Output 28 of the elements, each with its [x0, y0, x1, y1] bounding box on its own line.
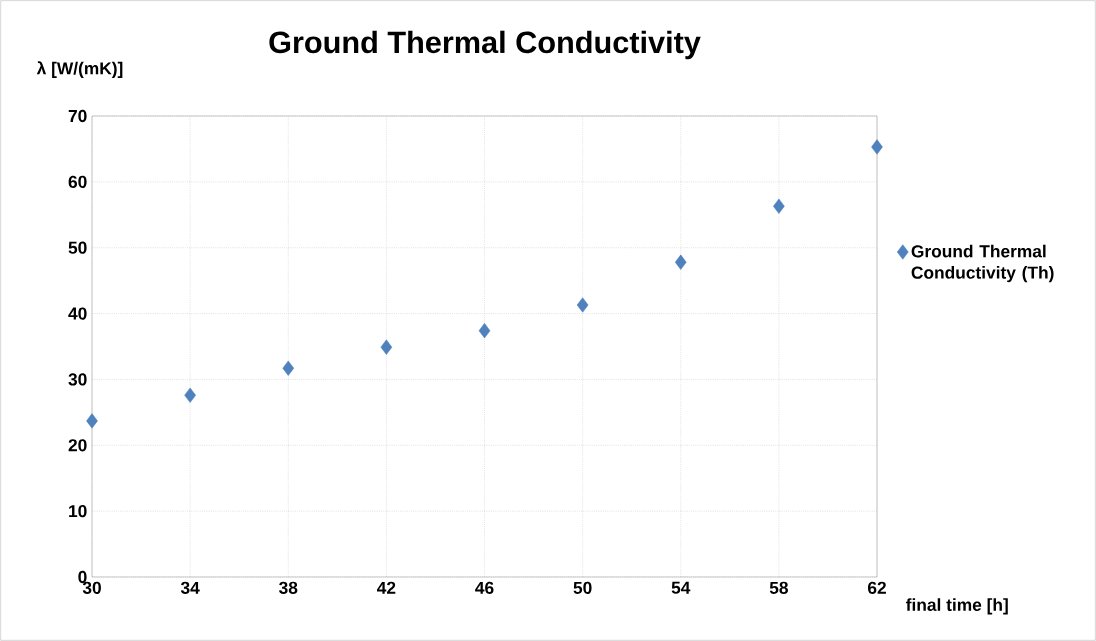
x-tick-label: 50 [573, 581, 592, 594]
y-tick-label: 70 [68, 109, 87, 123]
y-axis-title: λ [W/(mK)] [36, 61, 123, 78]
point [184, 387, 196, 403]
point [478, 323, 491, 339]
point [576, 297, 589, 313]
y-tick-label: 50 [68, 241, 87, 254]
point [871, 139, 883, 155]
y-tick-label: 20 [68, 439, 87, 452]
y-tick-label: 60 [68, 175, 87, 188]
x-tick-label: 62 [867, 581, 886, 594]
y-tick-label: 40 [68, 307, 87, 320]
point [674, 254, 687, 270]
point [282, 360, 295, 376]
point [380, 339, 393, 355]
point [86, 413, 98, 429]
x-tick-label: 38 [279, 581, 298, 594]
x-tick-label: 46 [475, 581, 494, 594]
x-axis-title: final time [h] [906, 598, 1008, 615]
y-tick-label: 10 [69, 505, 87, 518]
x-tick-label: 34 [180, 581, 200, 594]
point [773, 198, 785, 214]
chart-title: Ground Thermal Conductivity [269, 30, 701, 60]
y-tick-label: 30 [68, 373, 87, 386]
x-tick-label: 42 [377, 581, 396, 594]
x-tick-label: 54 [671, 581, 691, 594]
x-tick-label: 58 [769, 581, 788, 594]
legend-label: Ground Thermal Conductivity (Th) [911, 244, 1054, 283]
